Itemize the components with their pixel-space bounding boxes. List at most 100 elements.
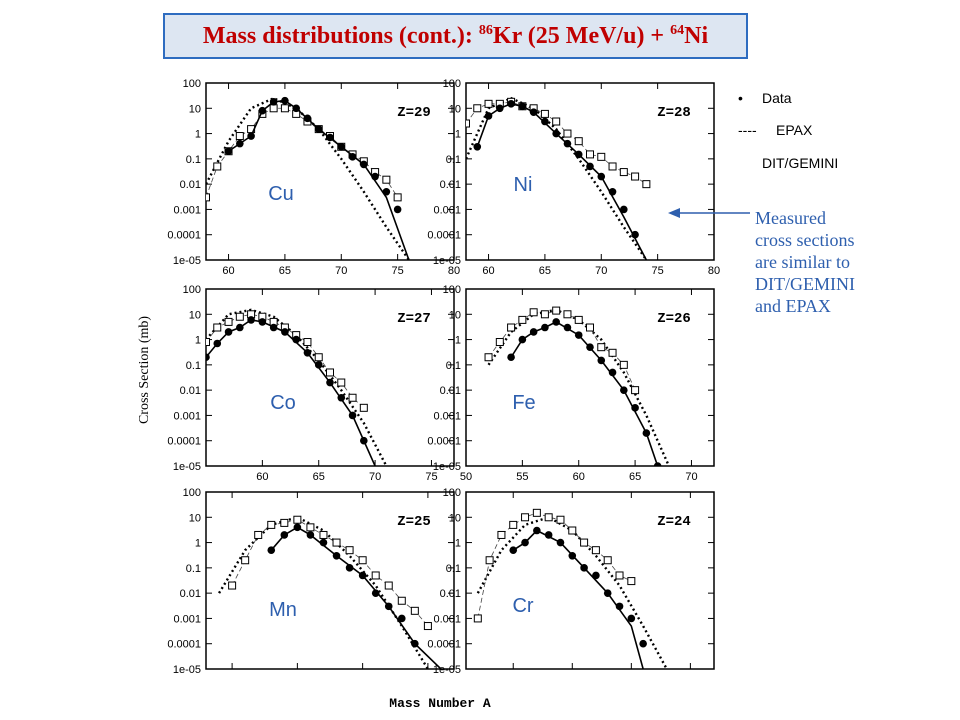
y-tick-label: 1 xyxy=(455,538,461,550)
data-point xyxy=(642,429,651,437)
legend-epax: ---- EPAX xyxy=(738,122,812,138)
dit-point xyxy=(540,310,549,319)
data-point xyxy=(597,172,606,181)
dit-point xyxy=(345,546,354,555)
dit-point xyxy=(580,538,589,547)
dit-point xyxy=(597,152,606,161)
dit-point xyxy=(484,353,493,362)
y-tick-label: 0.001 xyxy=(433,613,461,625)
y-tick-label: 0.001 xyxy=(433,204,461,216)
x-tick-label: 75 xyxy=(392,265,404,277)
annotation-arrow xyxy=(668,208,750,218)
annotation-line: DIT/GEMINI xyxy=(755,274,855,294)
dit-point xyxy=(591,546,600,555)
y-tick-label: 0.0001 xyxy=(427,230,461,242)
y-tick-label: 10 xyxy=(189,512,201,524)
dit-point xyxy=(574,315,583,324)
data-point xyxy=(258,106,267,115)
y-tick-label: 1e-05 xyxy=(173,461,201,473)
dit-point xyxy=(382,175,391,184)
dashed-line-icon: ---- xyxy=(738,122,757,138)
y-tick-label: 10 xyxy=(189,309,201,321)
data-point xyxy=(319,538,328,547)
dit-point xyxy=(466,119,470,128)
z-label: Z=26 xyxy=(657,311,691,327)
dit-point xyxy=(642,180,651,189)
panel-plot-area xyxy=(484,306,671,466)
data-point xyxy=(281,96,289,105)
annotation-line: Measured xyxy=(755,208,826,228)
data-point xyxy=(541,117,549,126)
x-tick-label: 70 xyxy=(335,265,347,277)
data-point xyxy=(303,114,312,123)
data-point xyxy=(529,328,538,336)
dit-point xyxy=(235,132,244,141)
data-point xyxy=(620,205,628,214)
x-tick-label: 60 xyxy=(256,471,268,483)
y-tick-label: 10 xyxy=(449,512,461,524)
y-tick-label: 1e-05 xyxy=(433,255,461,267)
title-projectile-mass: 86 xyxy=(478,22,493,38)
dit-point xyxy=(615,571,624,580)
dit-point xyxy=(497,530,506,539)
y-tick-label: 1 xyxy=(195,129,201,141)
y-axis-label: Cross Section (mb) xyxy=(137,316,152,424)
title-box: Mass distributions (cont.): 86Kr (25 MeV… xyxy=(163,13,748,59)
page-title: Mass distributions (cont.): 86Kr (25 MeV… xyxy=(203,23,708,50)
data-point xyxy=(518,102,527,111)
dit-point xyxy=(619,168,628,177)
x-tick-label: 75 xyxy=(652,265,664,277)
data-point xyxy=(411,639,419,648)
panel-frame xyxy=(205,82,455,261)
panel-plot-area xyxy=(218,515,442,669)
dit-point xyxy=(348,393,357,402)
data-point xyxy=(382,187,391,196)
dit-point xyxy=(423,622,432,631)
y-tick-label: 0.01 xyxy=(180,588,201,600)
data-point xyxy=(484,112,493,120)
data-point xyxy=(384,602,393,611)
title-projectile: Kr (25 MeV/u) + xyxy=(492,22,671,49)
y-tick-label: 100 xyxy=(443,78,461,90)
data-point xyxy=(586,343,594,351)
data-point xyxy=(292,335,300,344)
element-label: Fe xyxy=(512,392,535,414)
dit-point xyxy=(540,109,549,118)
y-tick-label: 100 xyxy=(443,284,461,296)
y-tick-label: 1 xyxy=(195,335,201,347)
dit-point xyxy=(269,104,278,113)
dit-point xyxy=(319,530,328,539)
y-tick-label: 100 xyxy=(443,487,461,499)
legend-data: • Data xyxy=(738,90,792,106)
dit-point xyxy=(254,530,263,539)
y-tick-label: 10 xyxy=(189,103,201,115)
data-point xyxy=(306,531,315,539)
data-point xyxy=(348,411,357,420)
data-point xyxy=(397,614,406,623)
dit-point xyxy=(552,117,561,126)
x-tick-label: 55 xyxy=(516,471,528,483)
data-point xyxy=(269,98,278,106)
dit-point xyxy=(224,317,233,326)
y-tick-label: 0.1 xyxy=(446,154,461,166)
dit-point xyxy=(280,104,289,113)
y-tick-label: 10 xyxy=(449,103,461,115)
y-tick-label: 1e-05 xyxy=(173,664,201,676)
dit-point xyxy=(213,323,222,332)
dit-curve xyxy=(231,519,429,627)
x-tick-label: 65 xyxy=(279,265,291,277)
panel-frame xyxy=(205,491,455,670)
element-label: Cu xyxy=(268,183,294,205)
y-tick-label: 0.0001 xyxy=(167,639,201,651)
x-tick-label: 75 xyxy=(425,471,437,483)
data-point xyxy=(509,546,518,554)
panel-plot-area xyxy=(473,508,668,669)
x-tick-label: 70 xyxy=(595,265,607,277)
x-axis-label: Mass Number A xyxy=(389,696,491,711)
y-tick-label: 1e-05 xyxy=(433,461,461,473)
data-point xyxy=(224,147,233,156)
y-tick-label: 0.0001 xyxy=(167,230,201,242)
annotation-line: and EPAX xyxy=(755,296,831,316)
dit-point xyxy=(619,360,628,369)
